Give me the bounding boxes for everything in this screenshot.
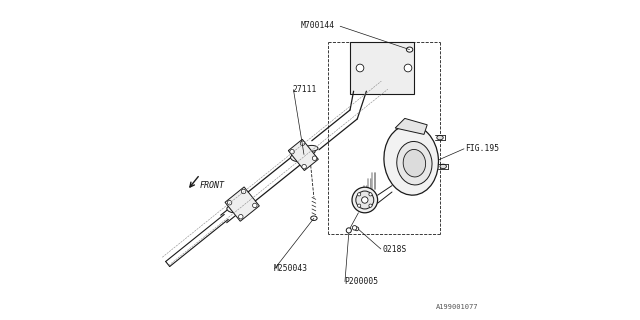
Ellipse shape bbox=[352, 187, 378, 213]
Text: M700144: M700144 bbox=[300, 21, 334, 30]
Text: FIG.195: FIG.195 bbox=[466, 144, 500, 153]
Text: FRONT: FRONT bbox=[200, 181, 225, 190]
Ellipse shape bbox=[358, 193, 361, 196]
Ellipse shape bbox=[404, 64, 412, 72]
Ellipse shape bbox=[234, 201, 250, 208]
Polygon shape bbox=[396, 118, 428, 134]
Ellipse shape bbox=[227, 201, 232, 205]
Ellipse shape bbox=[362, 197, 368, 203]
Text: M250043: M250043 bbox=[274, 264, 308, 273]
Text: P200005: P200005 bbox=[344, 277, 378, 286]
Ellipse shape bbox=[310, 216, 317, 220]
Ellipse shape bbox=[369, 204, 372, 207]
Polygon shape bbox=[288, 139, 318, 171]
Ellipse shape bbox=[369, 193, 372, 196]
Ellipse shape bbox=[356, 191, 374, 209]
Ellipse shape bbox=[358, 204, 361, 207]
Ellipse shape bbox=[239, 214, 243, 219]
Ellipse shape bbox=[300, 148, 315, 155]
Ellipse shape bbox=[346, 228, 351, 233]
Ellipse shape bbox=[406, 47, 413, 52]
Ellipse shape bbox=[352, 226, 357, 230]
Text: 27111: 27111 bbox=[292, 85, 317, 94]
Ellipse shape bbox=[227, 204, 246, 213]
Ellipse shape bbox=[296, 151, 312, 158]
Ellipse shape bbox=[305, 145, 318, 151]
Ellipse shape bbox=[312, 156, 317, 160]
Ellipse shape bbox=[356, 64, 364, 72]
Ellipse shape bbox=[384, 125, 438, 195]
Ellipse shape bbox=[300, 141, 305, 146]
Ellipse shape bbox=[290, 149, 294, 154]
Polygon shape bbox=[351, 42, 415, 94]
Ellipse shape bbox=[355, 227, 359, 231]
Ellipse shape bbox=[239, 197, 253, 204]
Ellipse shape bbox=[437, 135, 443, 140]
Text: A199001077: A199001077 bbox=[436, 304, 479, 310]
Text: 0218S: 0218S bbox=[383, 245, 407, 254]
Ellipse shape bbox=[440, 164, 447, 169]
Ellipse shape bbox=[302, 164, 307, 169]
Ellipse shape bbox=[291, 153, 310, 162]
Ellipse shape bbox=[397, 141, 432, 185]
Ellipse shape bbox=[241, 189, 246, 194]
Polygon shape bbox=[225, 187, 259, 221]
Ellipse shape bbox=[253, 203, 257, 208]
Ellipse shape bbox=[403, 149, 426, 177]
